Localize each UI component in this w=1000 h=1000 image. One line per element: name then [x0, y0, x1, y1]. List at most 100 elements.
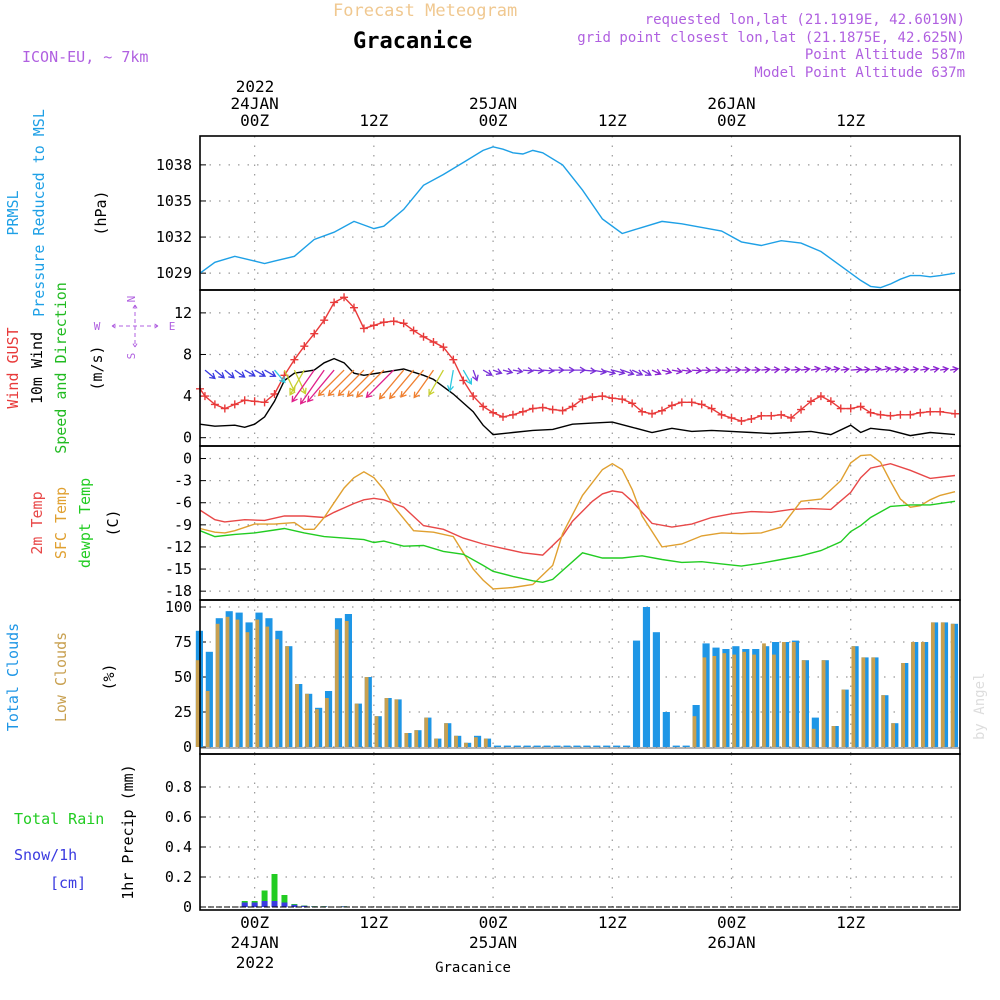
snow-bar: [291, 904, 298, 907]
gust-marker: [866, 408, 875, 417]
low-cloud-bar: [255, 619, 260, 747]
y-tick-label: 4: [183, 387, 192, 405]
top-date-label: 24JAN: [231, 94, 279, 113]
gust-marker: [270, 390, 279, 398]
bottom-date-label: 26JAN: [707, 933, 755, 952]
wind-arrow: [820, 365, 832, 373]
gust-marker: [548, 405, 557, 414]
wind-arrow: [306, 369, 335, 403]
wind-arrow: [939, 365, 950, 373]
low-cloud-bar: [901, 663, 905, 747]
gust-marker: [459, 376, 468, 385]
y-tick-label: 12: [174, 304, 192, 322]
gust-marker: [568, 402, 577, 411]
low-cloud-bar: [225, 616, 230, 747]
wind-arrow: [317, 369, 345, 397]
wind-arrow: [949, 365, 960, 373]
panel-label: Wind GUST: [4, 327, 22, 408]
low-cloud-bar: [285, 646, 290, 747]
low-cloud-bar: [940, 622, 945, 747]
panel-2: 0 4 8 12 (m/s) Wind GUST 10m Wind Speed and Dir…: [4, 282, 961, 454]
gust-marker: [648, 409, 657, 418]
wind-arrow: [890, 365, 902, 373]
bottom-tick-label: 12Z: [598, 913, 627, 932]
gust-marker: [260, 398, 269, 407]
total-cloud-bar: [523, 745, 531, 747]
gust-marker: [707, 404, 716, 413]
y-tick-label: -15: [165, 560, 192, 578]
wind-arrow: [771, 366, 781, 374]
cloud-bars: [195, 607, 960, 749]
low-cloud-bar: [831, 726, 836, 747]
panel-4: 0 25 50 75 100 (%) Total Clouds Low Clouds: [4, 598, 961, 756]
gust-marker: [479, 402, 488, 411]
gust-marker: [220, 404, 229, 413]
model-altitude: Model Point Altitude 637m: [754, 65, 965, 81]
total-cloud-bar: [652, 632, 660, 747]
wind-arrow: [800, 366, 811, 374]
y-axis-ticks: 0 4 8 12: [174, 304, 206, 447]
wind-arrow: [244, 369, 256, 377]
low-cloud-bar: [374, 716, 379, 747]
low-cloud-bar: [315, 709, 319, 747]
gust-marker: [369, 321, 378, 330]
y-tick-label: 8: [183, 345, 192, 363]
low-cloud-bar: [235, 619, 240, 747]
total-cloud-bar: [503, 745, 511, 747]
low-cloud-bar: [772, 654, 776, 747]
gust-marker: [429, 338, 438, 346]
gust-marker: [439, 343, 448, 352]
wind-arrow: [234, 369, 246, 378]
wind-arrow: [671, 367, 683, 375]
y-tick-label: 0: [183, 429, 192, 447]
y-axis-ticks: 0 25 50 75 100: [165, 598, 206, 756]
wind-arrow: [930, 365, 940, 373]
precip-bars: [200, 874, 960, 908]
wind-arrow: [462, 369, 473, 385]
wind-arrow: [621, 369, 635, 376]
gust-marker: [836, 404, 845, 413]
total-cloud-bar: [672, 745, 680, 747]
compass-cross: [111, 304, 159, 348]
gust-marker: [916, 408, 925, 417]
point-altitude: Point Altitude 587m: [805, 47, 965, 63]
series-line-prmsl: [199, 146, 956, 289]
wind-arrow: [291, 369, 315, 403]
snow-bar: [251, 902, 258, 907]
gust-marker: [200, 392, 209, 401]
y-axis-ticks: -18 -15 -12 -9 -6 -3 0: [165, 450, 206, 600]
low-cloud-bar: [404, 733, 409, 747]
rain-bar: [281, 895, 288, 907]
gust-marker: [469, 392, 478, 401]
y-tick-label: 25: [174, 703, 192, 721]
low-cloud-bar: [781, 642, 786, 747]
wind-arrow: [641, 369, 652, 376]
low-cloud-bar: [950, 623, 955, 747]
panel-label: Total Rain: [14, 810, 104, 828]
y-axis-ticks: 1029 1032 1035 1038: [156, 156, 206, 282]
wind-arrow: [791, 366, 802, 374]
bottom-tick-label: 00Z: [717, 913, 746, 932]
wind-arrow: [830, 365, 841, 373]
wind-arrow: [701, 366, 712, 374]
panel-label: SFC Temp: [52, 487, 70, 559]
wind-arrow: [542, 367, 555, 375]
y-tick-label: 0.4: [165, 838, 192, 856]
gust-marker: [951, 409, 960, 418]
gust-markers: [196, 293, 960, 426]
gust-marker: [508, 410, 517, 419]
low-cloud-bar: [861, 657, 866, 747]
wind-arrow: [365, 369, 395, 399]
panel-label: Speed and Direction: [52, 282, 70, 454]
panel-label: 10m Wind: [28, 332, 46, 404]
gust-marker: [608, 394, 617, 403]
wind-arrow: [264, 369, 277, 378]
y-tick-label: 50: [174, 668, 192, 686]
panel-frame: [199, 445, 961, 601]
gust-marker: [300, 342, 309, 351]
y-tick-label: -6: [174, 494, 192, 512]
low-cloud-bar: [732, 654, 737, 747]
gust-marker: [906, 410, 915, 419]
low-cloud-bar: [444, 723, 448, 747]
